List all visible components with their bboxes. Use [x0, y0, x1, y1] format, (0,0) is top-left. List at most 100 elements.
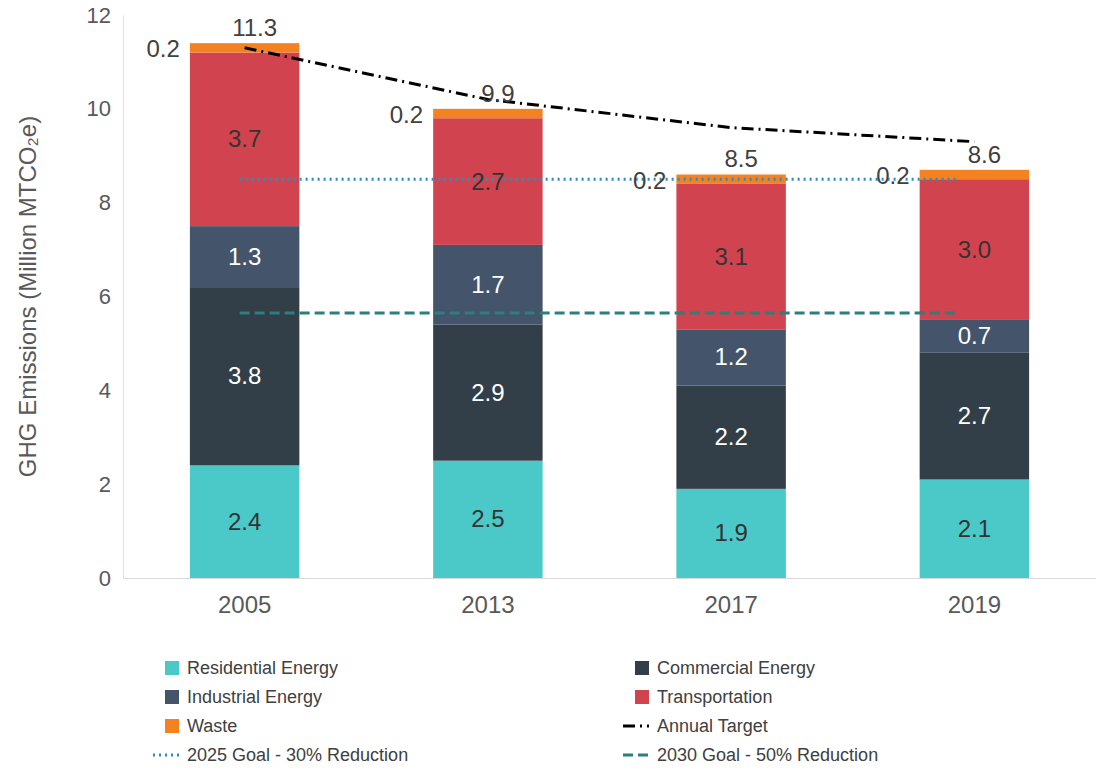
- legend-swatch: [165, 719, 179, 733]
- bar: [190, 226, 299, 287]
- data-label: 3.8: [228, 362, 261, 389]
- x-axis: 2005 2013 2017 2019: [124, 578, 1096, 618]
- legend-item: Industrial Energy: [165, 687, 322, 707]
- legend-item: Annual Target: [623, 716, 768, 736]
- y-tick-label: 4: [99, 378, 111, 403]
- bar: [190, 465, 299, 578]
- legend: Residential Energy Commercial Energy Indus…: [153, 658, 878, 765]
- data-label: 2.9: [471, 379, 504, 406]
- legend-item: Transportation: [635, 687, 772, 707]
- bar-series: [190, 226, 1029, 386]
- data-label: 0.2: [147, 35, 180, 62]
- data-label: 3.1: [714, 243, 747, 270]
- data-label: 2.1: [958, 515, 991, 542]
- x-tick: 2013: [461, 578, 514, 618]
- bar-series: [190, 287, 1029, 489]
- total-label: 8.5: [724, 145, 757, 172]
- x-tick-label: 2017: [704, 591, 757, 618]
- legend-label: Industrial Energy: [187, 687, 322, 707]
- x-tick: 2017: [704, 578, 757, 618]
- data-label: 0.7: [958, 322, 991, 349]
- reference-line: [240, 311, 960, 314]
- bar: [676, 184, 785, 329]
- x-tick: 2019: [948, 578, 1001, 618]
- y-axis: 0 2 4 6 8 10 12: [87, 3, 124, 591]
- plot-area: [190, 43, 1029, 578]
- bar: [920, 353, 1029, 480]
- y-tick: 6: [99, 284, 123, 309]
- data-label: 0.2: [633, 167, 666, 194]
- y-tick-label: 12: [87, 3, 111, 28]
- bar: [433, 461, 542, 578]
- legend-item: Residential Energy: [165, 658, 338, 678]
- legend-swatch: [165, 690, 179, 704]
- reference-line: [240, 178, 960, 181]
- data-label: 0.2: [390, 101, 423, 128]
- data-label: 1.9: [714, 519, 747, 546]
- x-tick: 2005: [218, 578, 271, 618]
- data-label: 2.7: [958, 402, 991, 429]
- bar: [433, 118, 542, 245]
- data-label: 2.4: [228, 508, 261, 535]
- legend-swatch: [635, 661, 649, 675]
- legend-label: Commercial Energy: [657, 658, 815, 678]
- legend-swatch: [635, 690, 649, 704]
- data-label: 2.7: [471, 168, 504, 195]
- legend-label: Residential Energy: [187, 658, 338, 678]
- legend-swatch: [623, 754, 649, 757]
- y-tick: 8: [99, 190, 123, 215]
- labels: 2.4 2.5 1.9 2.1 3.8 2.9 2.2 2.7 1.3 1.7 1.2 0.7 3.7 2…: [147, 14, 1002, 547]
- bar: [920, 179, 1029, 320]
- y-tick-label: 0: [99, 566, 111, 591]
- legend-swatch: [623, 725, 649, 728]
- legend-label: Annual Target: [657, 716, 768, 736]
- data-label: 2.5: [471, 505, 504, 532]
- x-axis-line: [124, 578, 1096, 579]
- y-tick: 0: [99, 566, 123, 591]
- y-tick: 12: [87, 3, 123, 28]
- x-tick-label: 2019: [948, 591, 1001, 618]
- y-tick-label: 6: [99, 284, 111, 309]
- bar: [190, 53, 299, 227]
- bar: [433, 109, 542, 118]
- total-label: 11.3: [232, 14, 277, 41]
- y-axis-title: GHG Emissions (Million MTCO₂e): [14, 116, 41, 477]
- legend-item: Commercial Energy: [635, 658, 815, 678]
- y-tick-label: 8: [99, 190, 111, 215]
- bar: [920, 320, 1029, 353]
- bar: [676, 386, 785, 489]
- legend-item: 2030 Goal - 50% Reduction: [623, 745, 878, 765]
- data-label: 2.2: [714, 423, 747, 450]
- bar: [433, 325, 542, 461]
- legend-label: 2025 Goal - 30% Reduction: [187, 745, 408, 765]
- legend-label: 2030 Goal - 50% Reduction: [657, 745, 878, 765]
- data-label: 1.2: [714, 343, 747, 370]
- y-tick: 4: [99, 378, 123, 403]
- total-label: 8.6: [968, 141, 1001, 168]
- y-tick-label: 10: [87, 96, 111, 121]
- data-label: 1.7: [471, 271, 504, 298]
- legend-swatch: [165, 661, 179, 675]
- y-axis-line: [123, 16, 124, 579]
- legend-label: Waste: [187, 716, 237, 736]
- data-label: 0.2: [876, 162, 909, 189]
- chart: 0 2 4 6 8 10 12 2005 2013 2017 2019 GHG Emissions (…: [0, 0, 1096, 780]
- bar: [190, 43, 299, 52]
- bar: [676, 329, 785, 385]
- x-tick-label: 2013: [461, 591, 514, 618]
- x-tick-label: 2005: [218, 591, 271, 618]
- bar: [676, 489, 785, 578]
- legend-swatch: [153, 754, 179, 757]
- data-label: 3.7: [228, 125, 261, 152]
- line-series: [245, 48, 975, 142]
- data-label: 1.3: [228, 243, 261, 270]
- legend-item: Waste: [165, 716, 237, 736]
- y-tick-label: 2: [99, 472, 111, 497]
- data-label: 3.0: [958, 236, 991, 263]
- legend-item: 2025 Goal - 30% Reduction: [153, 745, 408, 765]
- y-tick: 2: [99, 472, 123, 497]
- y-tick: 10: [87, 96, 123, 121]
- bar-series: [190, 461, 1029, 578]
- legend-label: Transportation: [657, 687, 772, 707]
- total-label: 9.9: [481, 80, 514, 107]
